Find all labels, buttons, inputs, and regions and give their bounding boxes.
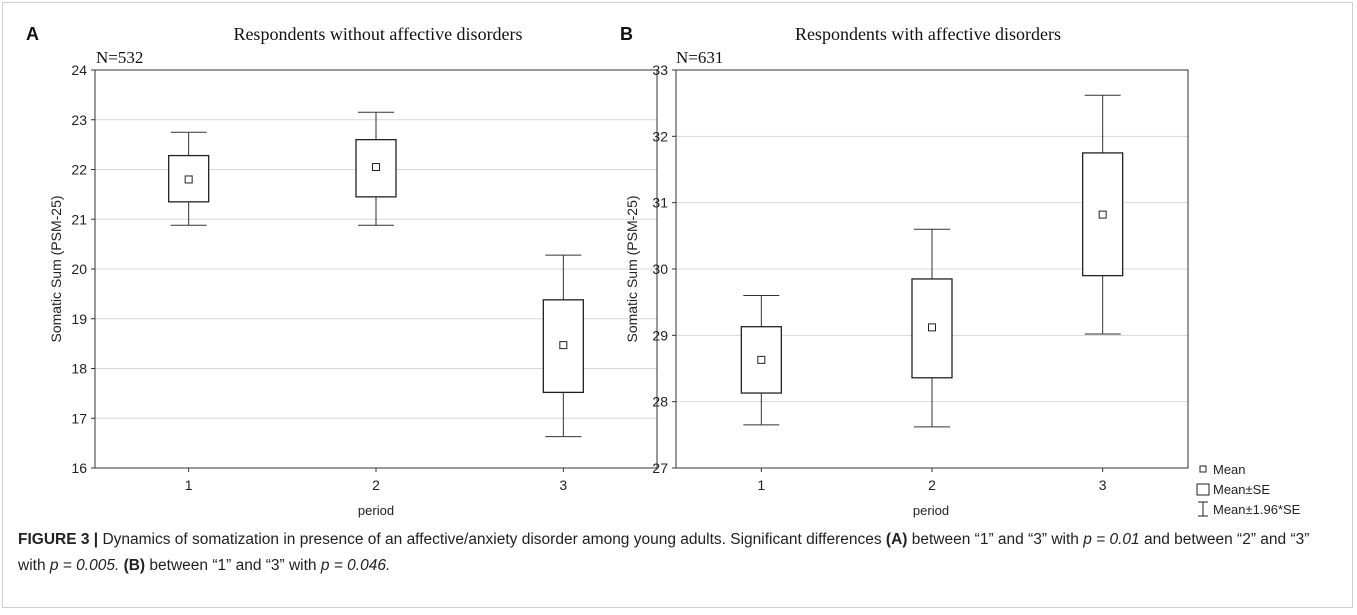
panel-b-mean-point bbox=[757, 355, 766, 364]
panel-a-mean-point bbox=[184, 175, 193, 184]
panel-a-ylabel: Somatic Sum (PSM-25) bbox=[48, 195, 64, 342]
legend-se-label: Mean±SE bbox=[1213, 482, 1270, 497]
legend-ci-icon bbox=[1198, 501, 1208, 517]
panel-b-n-label: N=631 bbox=[676, 48, 723, 67]
caption-p2: p = 0.005. bbox=[49, 557, 120, 574]
panel-a-label: A bbox=[26, 24, 39, 44]
panel-a-mean-point bbox=[372, 163, 380, 172]
caption-label: FIGURE 3 | bbox=[18, 531, 99, 548]
caption-p1: p = 0.01 bbox=[1083, 531, 1140, 548]
legend-mean-icon bbox=[1199, 465, 1207, 473]
panel-a-ytick-label: 19 bbox=[71, 311, 87, 327]
caption-a-ref: (A) bbox=[885, 531, 908, 548]
caption-text-2: between “1” and “3” with bbox=[907, 531, 1084, 548]
panel-b-mean-point bbox=[1098, 210, 1107, 219]
panel-b: B Respondents with affective disorders N… bbox=[620, 24, 1189, 518]
figure-caption: FIGURE 3 | Dynamics of somatization in p… bbox=[18, 527, 1338, 579]
panel-b-ytick-label: 27 bbox=[652, 460, 668, 476]
panel-a-ytick-label: 17 bbox=[71, 410, 87, 426]
panel-a: A Respondents without affective disorder… bbox=[26, 24, 658, 518]
panel-b-ytick-label: 31 bbox=[652, 195, 668, 211]
panel-b-xtick-label: 1 bbox=[757, 477, 765, 493]
panel-a-xtick-label: 2 bbox=[372, 477, 380, 493]
panel-a-ytick-label: 21 bbox=[71, 211, 87, 227]
panel-a-ytick-label: 18 bbox=[71, 361, 87, 377]
panel-b-xtick-label: 3 bbox=[1099, 477, 1107, 493]
panel-b-ytick-label: 30 bbox=[652, 261, 668, 277]
legend-se-icon bbox=[1196, 483, 1210, 496]
charts-canvas: A Respondents without affective disorder… bbox=[26, 24, 1301, 518]
caption-text-3: and between “2” and “3” with bbox=[18, 531, 1310, 574]
panel-b-plot: 27 28 29 30 31 32 33 1 2 3 bbox=[652, 62, 1189, 493]
panel-b-ytick-label: 29 bbox=[652, 327, 668, 343]
panel-b-ytick-label: 28 bbox=[652, 394, 668, 410]
panel-a-ytick-label: 24 bbox=[71, 62, 87, 78]
legend: Mean Mean±SE Mean±1.96*SE bbox=[1196, 462, 1301, 517]
panel-b-title: Respondents with affective disorders bbox=[795, 24, 1061, 44]
panel-b-mean-point bbox=[928, 323, 936, 332]
panel-a-xtick-label: 1 bbox=[185, 477, 193, 493]
panel-a-ytick-label: 23 bbox=[71, 112, 87, 128]
panel-a-ytick-label: 20 bbox=[71, 261, 87, 277]
panel-b-xlabel: period bbox=[913, 503, 949, 518]
caption-b-ref: (B) bbox=[123, 557, 146, 574]
panel-a-xlabel: period bbox=[358, 503, 394, 518]
panel-b-label: B bbox=[620, 24, 633, 44]
legend-mean-label: Mean bbox=[1213, 462, 1246, 477]
legend-ci-label: Mean±1.96*SE bbox=[1213, 502, 1301, 517]
panel-b-xtick-label: 2 bbox=[928, 477, 936, 493]
panel-a-xtick-label: 3 bbox=[559, 477, 567, 493]
panel-a-title: Respondents without affective disorders bbox=[233, 24, 522, 44]
caption-p3: p = 0.046. bbox=[320, 557, 391, 574]
panel-b-ylabel: Somatic Sum (PSM-25) bbox=[624, 195, 640, 342]
panel-b-ytick-label: 32 bbox=[652, 128, 668, 144]
panel-a-mean-point bbox=[559, 341, 568, 350]
panel-b-ytick-label: 33 bbox=[652, 62, 668, 78]
panel-a-n-label: N=532 bbox=[96, 48, 143, 67]
panel-a-ytick-label: 22 bbox=[71, 162, 87, 178]
caption-text-5: between “1” and “3” with bbox=[145, 557, 321, 574]
panel-a-ytick-label: 16 bbox=[71, 460, 87, 476]
caption-text-1: Dynamics of somatization in presence of … bbox=[98, 531, 886, 548]
